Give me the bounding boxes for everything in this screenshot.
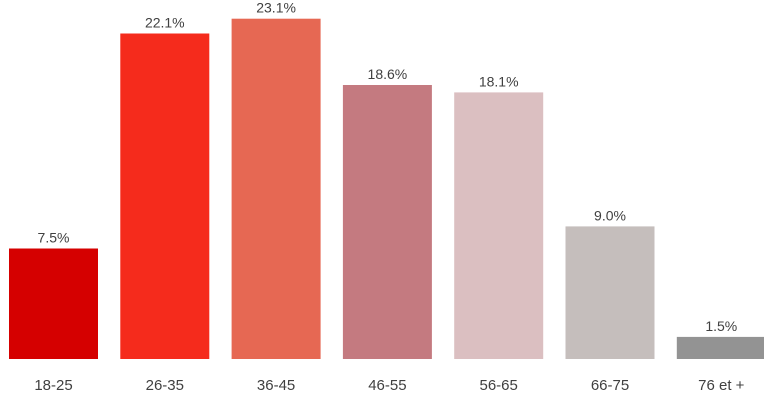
value-label: 18.6% — [368, 66, 408, 82]
bar-46-55 — [342, 85, 432, 359]
bar-36-45 — [231, 18, 321, 359]
value-label: 9.0% — [594, 207, 626, 223]
category-label: 36-45 — [257, 377, 295, 394]
value-label: 7.5% — [38, 230, 70, 246]
category-label: 66-75 — [591, 377, 629, 394]
category-label: 76 et + — [698, 377, 745, 394]
value-label: 1.5% — [705, 318, 737, 334]
bar-56-65 — [454, 92, 544, 360]
bar-76-et- — [676, 336, 764, 359]
bars-layer — [9, 18, 764, 360]
category-label: 46-55 — [368, 377, 406, 394]
value-labels-layer: 7.5% 22.1% 23.1% 18.6% 18.1% 9.0% 1.5% — [38, 0, 738, 334]
category-label: 18-25 — [34, 377, 72, 394]
value-label: 18.1% — [479, 73, 519, 89]
category-label: 26-35 — [146, 377, 184, 394]
value-label: 23.1% — [256, 0, 296, 16]
bar-66-75 — [565, 226, 655, 359]
value-label: 22.1% — [145, 15, 185, 31]
bar-18-25 — [9, 248, 98, 359]
category-labels-layer: 18-25 26-35 36-45 46-55 56-65 66-75 76 et + — [34, 377, 744, 394]
bar-26-35 — [120, 33, 210, 359]
category-label: 56-65 — [480, 377, 518, 394]
